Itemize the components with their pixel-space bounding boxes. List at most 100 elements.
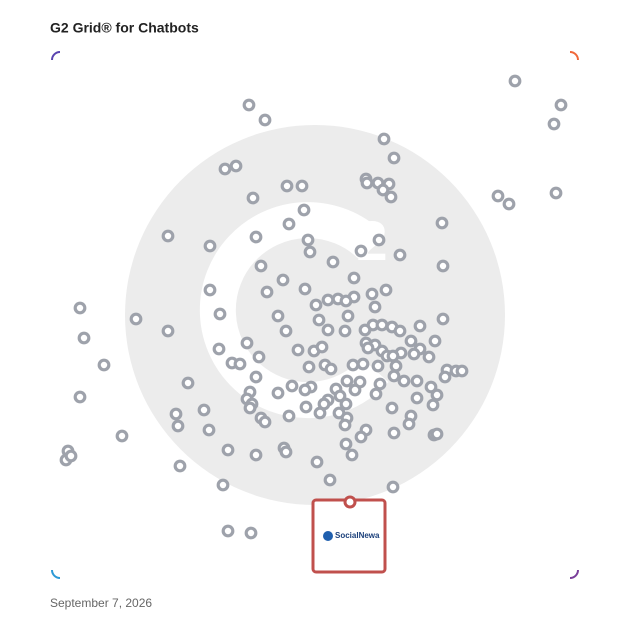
product-point (254, 259, 268, 273)
product-point (285, 379, 299, 393)
product-point (249, 448, 263, 462)
points (59, 74, 568, 540)
product-point (354, 244, 368, 258)
product-point (387, 426, 401, 440)
frame-corner (569, 51, 579, 61)
product-point (197, 403, 211, 417)
product-point (508, 74, 522, 88)
product-point (430, 427, 444, 441)
product-point (358, 323, 372, 337)
product-point (229, 159, 243, 173)
product-point (73, 390, 87, 404)
product-point (221, 443, 235, 457)
product-point (181, 376, 195, 390)
product-point (279, 445, 293, 459)
product-point (393, 324, 407, 338)
product-point (346, 358, 360, 372)
product-point (371, 359, 385, 373)
product-point (410, 391, 424, 405)
product-point (339, 294, 353, 308)
product-point (326, 255, 340, 269)
report-date: September 7, 2026 (50, 596, 152, 610)
product-point (302, 360, 316, 374)
product-point (387, 151, 401, 165)
product-point (348, 383, 362, 397)
product-point (258, 415, 272, 429)
product-point (297, 203, 311, 217)
product-point (424, 380, 438, 394)
product-point (173, 459, 187, 473)
product-point (218, 162, 232, 176)
highlight-name: SocialNewa (335, 531, 380, 540)
product-point (252, 350, 266, 364)
product-point (428, 334, 442, 348)
product-point (243, 401, 257, 415)
product-point (240, 336, 254, 350)
product-point (202, 423, 216, 437)
product-point (389, 359, 403, 373)
product-point (244, 526, 258, 540)
product-point (404, 334, 418, 348)
product-point (338, 324, 352, 338)
product-point (386, 349, 400, 363)
product-point (282, 409, 296, 423)
highlight-point (343, 495, 357, 509)
product-point (410, 374, 424, 388)
product-point (354, 430, 368, 444)
product-point (216, 478, 230, 492)
product-point (73, 301, 87, 315)
product-point (213, 307, 227, 321)
product-point (407, 347, 421, 361)
product-point (438, 370, 452, 384)
frame-corner (51, 569, 61, 579)
product-point (242, 98, 256, 112)
product-point (258, 113, 272, 127)
product-point (547, 117, 561, 131)
product-point (345, 448, 359, 462)
product-point (340, 374, 354, 388)
frame-corner (569, 569, 579, 579)
product-point (422, 350, 436, 364)
product-point (260, 285, 274, 299)
product-point (276, 273, 290, 287)
product-point (397, 374, 411, 388)
product-point (271, 309, 285, 323)
product-point (249, 230, 263, 244)
product-point (271, 386, 285, 400)
frame-corner (51, 51, 61, 61)
product-point (436, 259, 450, 273)
product-point (386, 480, 400, 494)
product-point (303, 245, 317, 259)
product-point (282, 217, 296, 231)
product-point (549, 186, 563, 200)
product-point (298, 282, 312, 296)
product-point (455, 364, 469, 378)
product-point (312, 313, 326, 327)
product-point (313, 406, 327, 420)
product-point (360, 176, 374, 190)
product-point (279, 324, 293, 338)
product-point (161, 229, 175, 243)
product-point (368, 300, 382, 314)
product-point (115, 429, 129, 443)
product-point (295, 179, 309, 193)
product-point (413, 319, 427, 333)
product-point (323, 473, 337, 487)
product-point (347, 271, 361, 285)
product-point (203, 239, 217, 253)
product-point (321, 293, 335, 307)
product-point (339, 437, 353, 451)
product-point (379, 283, 393, 297)
product-point (233, 357, 247, 371)
product-point (171, 419, 185, 433)
product-point (310, 455, 324, 469)
product-point (249, 370, 263, 384)
product-point (436, 312, 450, 326)
product-point (291, 343, 305, 357)
product-point (373, 377, 387, 391)
product-point (161, 324, 175, 338)
product-point (387, 369, 401, 383)
product-point (393, 248, 407, 262)
product-point (502, 197, 516, 211)
